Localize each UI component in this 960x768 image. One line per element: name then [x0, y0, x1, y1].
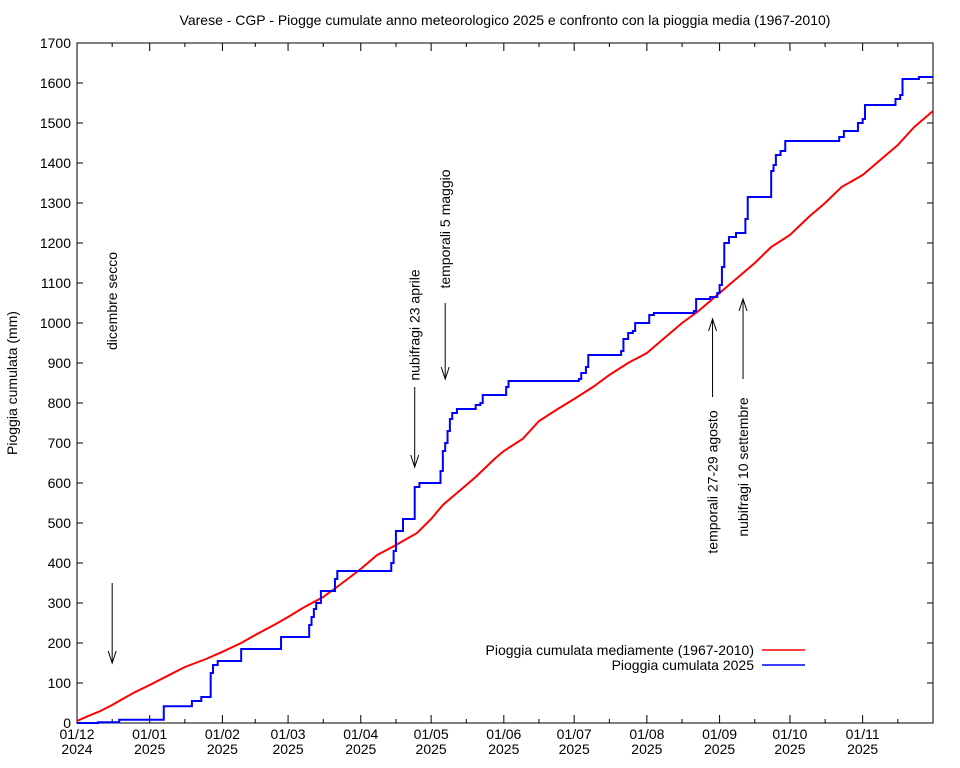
arrow-down-icon	[107, 650, 117, 665]
annotations-group: dicembre secco nubifragi 23 aprile tempora…	[104, 169, 751, 665]
x-tick-label: 01/10	[772, 726, 807, 742]
y-tick-label: 200	[48, 635, 72, 651]
y-tick-label: 1100	[41, 275, 71, 291]
plot-frame	[76, 42, 934, 724]
arrow-up-icon	[708, 317, 718, 332]
series-group	[76, 76, 934, 724]
x-tick-label-year: 2025	[207, 741, 238, 757]
y-tick-label: 1200	[40, 235, 71, 251]
annotation-label: dicembre secco	[104, 252, 120, 350]
x-tick-label-year: 2025	[345, 741, 376, 757]
annotation-label: temporali 5 maggio	[437, 169, 453, 288]
series-line-mean	[76, 110, 934, 722]
x-tick-label: 01/08	[629, 726, 664, 742]
y-tick-label: 1600	[40, 75, 71, 91]
y-tick-label: 400	[48, 555, 72, 571]
y-tick-label: 700	[48, 435, 72, 451]
x-tick-label: 01/12	[59, 726, 94, 742]
y-tick-label: 600	[48, 475, 72, 491]
x-tick-label-year: 2025	[774, 741, 805, 757]
x-tick-label: 01/06	[486, 726, 521, 742]
x-tick-label-year: 2025	[272, 741, 303, 757]
y-tick-label: 500	[48, 515, 72, 531]
x-tick-label-year: 2025	[559, 741, 590, 757]
x-tick-label-year: 2025	[704, 741, 735, 757]
x-tick-label: 01/09	[702, 726, 737, 742]
arrow-down-icon	[440, 366, 450, 381]
series-line-2025	[77, 76, 933, 724]
x-tick-label: 01/05	[414, 726, 449, 742]
x-tick-label: 01/03	[271, 726, 306, 742]
x-tick-label: 01/04	[343, 726, 378, 742]
x-tick-label: 01/02	[205, 726, 240, 742]
y-tick-label: 1700	[40, 35, 71, 51]
annotation-label: nubifragi 23 aprile	[407, 269, 423, 381]
axis-ticks: 0 100 200 300 400 500 600 700 800 900 1000 1100 1200…	[40, 35, 933, 757]
legend-label-mean: Pioggia cumulata mediamente (1967-2010)	[486, 642, 755, 658]
x-tick-label-year: 2024	[61, 741, 92, 757]
y-tick-label: 1300	[40, 195, 71, 211]
y-tick-label: 1500	[40, 115, 71, 131]
x-tick-label: 01/01	[132, 726, 167, 742]
chart-title: Varese - CGP - Piogge cumulate anno mete…	[180, 12, 831, 28]
axes	[76, 42, 934, 724]
annotation-label: temporali 27-29 agosto	[705, 410, 721, 553]
y-tick-label: 1400	[40, 155, 71, 171]
x-tick-label: 01/11	[846, 726, 880, 742]
y-tick-label: 800	[48, 395, 72, 411]
x-tick-label-year: 2025	[488, 741, 519, 757]
y-tick-label: 100	[48, 675, 72, 691]
x-tick-label-year: 2025	[416, 741, 447, 757]
x-tick-label-year: 2025	[631, 741, 662, 757]
arrow-down-icon	[410, 454, 420, 469]
arrow-up-icon	[738, 297, 748, 312]
y-tick-label: 0	[63, 715, 71, 731]
x-tick-label-year: 2025	[847, 741, 878, 757]
y-tick-label: 300	[48, 595, 72, 611]
legend: Pioggia cumulata mediamente (1967-2010) …	[486, 642, 805, 673]
y-tick-label: 1000	[40, 315, 71, 331]
legend-label-2025: Pioggia cumulata 2025	[612, 657, 755, 673]
y-tick-label: 900	[48, 355, 72, 371]
x-tick-label-year: 2025	[134, 741, 165, 757]
y-axis-label: Pioggia cumulata (mm)	[4, 311, 20, 455]
x-tick-label: 01/07	[557, 726, 592, 742]
annotation-label: nubifragi 10 settembre	[735, 397, 751, 537]
